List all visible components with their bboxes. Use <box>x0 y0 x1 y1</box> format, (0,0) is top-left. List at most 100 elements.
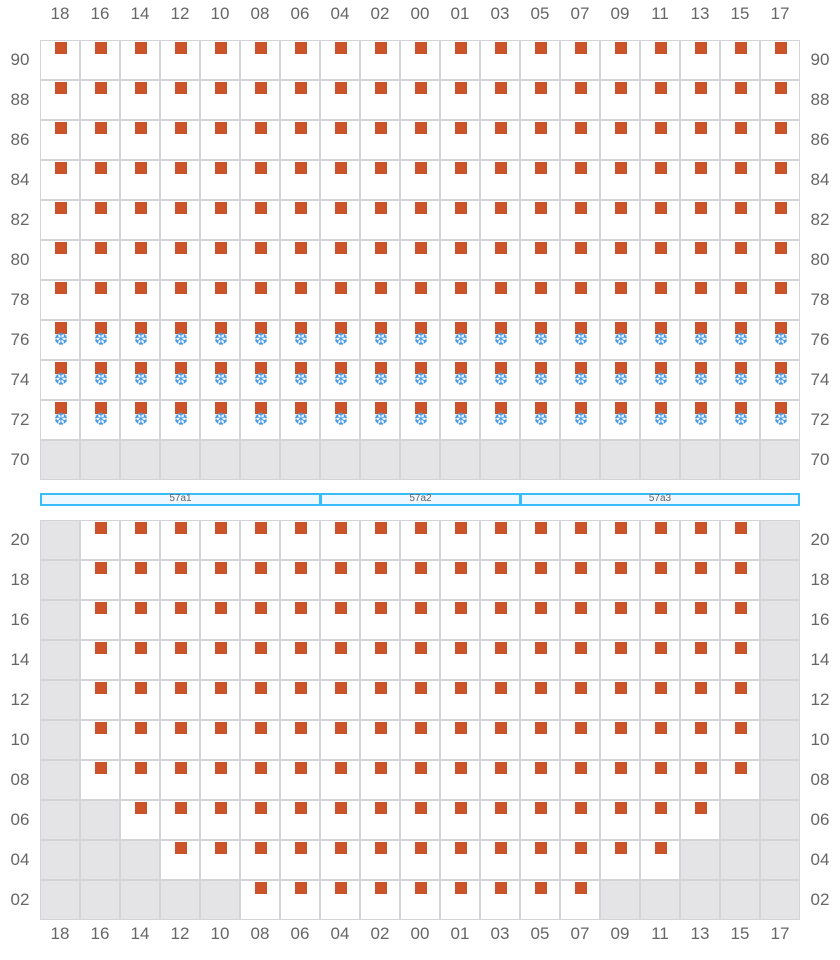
slot-18-07[interactable] <box>560 560 600 600</box>
slot-14-10[interactable] <box>200 640 240 680</box>
slot-08-12[interactable] <box>160 760 200 800</box>
slot-74-17[interactable]: ❆ <box>760 360 800 400</box>
slot-08-10[interactable] <box>200 760 240 800</box>
slot-74-09[interactable]: ❆ <box>600 360 640 400</box>
slot-16-06[interactable] <box>280 600 320 640</box>
slot-80-08[interactable] <box>240 240 280 280</box>
slot-10-05[interactable] <box>520 720 560 760</box>
slot-88-08[interactable] <box>240 80 280 120</box>
slot-84-11[interactable] <box>640 160 680 200</box>
slot-02-03[interactable] <box>480 880 520 920</box>
slot-12-10[interactable] <box>200 680 240 720</box>
slot-88-09[interactable] <box>600 80 640 120</box>
slot-80-15[interactable] <box>720 240 760 280</box>
slot-16-03[interactable] <box>480 600 520 640</box>
slot-02-07[interactable] <box>560 880 600 920</box>
slot-18-08[interactable] <box>240 560 280 600</box>
slot-82-08[interactable] <box>240 200 280 240</box>
slot-88-14[interactable] <box>120 80 160 120</box>
slot-72-02[interactable]: ❆ <box>360 400 400 440</box>
slot-76-14[interactable]: ❆ <box>120 320 160 360</box>
slot-86-14[interactable] <box>120 120 160 160</box>
slot-10-02[interactable] <box>360 720 400 760</box>
slot-88-04[interactable] <box>320 80 360 120</box>
slot-84-02[interactable] <box>360 160 400 200</box>
slot-10-14[interactable] <box>120 720 160 760</box>
slot-74-11[interactable]: ❆ <box>640 360 680 400</box>
slot-76-15[interactable]: ❆ <box>720 320 760 360</box>
slot-90-17[interactable] <box>760 40 800 80</box>
slot-20-13[interactable] <box>680 520 720 560</box>
slot-20-04[interactable] <box>320 520 360 560</box>
slot-82-07[interactable] <box>560 200 600 240</box>
slot-04-12[interactable] <box>160 840 200 880</box>
slot-10-11[interactable] <box>640 720 680 760</box>
slot-82-05[interactable] <box>520 200 560 240</box>
slot-84-03[interactable] <box>480 160 520 200</box>
slot-76-07[interactable]: ❆ <box>560 320 600 360</box>
slot-20-00[interactable] <box>400 520 440 560</box>
slot-14-04[interactable] <box>320 640 360 680</box>
slot-72-18[interactable]: ❆ <box>40 400 80 440</box>
slot-78-07[interactable] <box>560 280 600 320</box>
slot-14-02[interactable] <box>360 640 400 680</box>
slot-10-03[interactable] <box>480 720 520 760</box>
slot-86-15[interactable] <box>720 120 760 160</box>
slot-12-01[interactable] <box>440 680 480 720</box>
slot-20-05[interactable] <box>520 520 560 560</box>
slot-72-12[interactable]: ❆ <box>160 400 200 440</box>
slot-78-18[interactable] <box>40 280 80 320</box>
slot-72-06[interactable]: ❆ <box>280 400 320 440</box>
slot-02-00[interactable] <box>400 880 440 920</box>
slot-86-13[interactable] <box>680 120 720 160</box>
slot-04-03[interactable] <box>480 840 520 880</box>
slot-84-18[interactable] <box>40 160 80 200</box>
slot-02-08[interactable] <box>240 880 280 920</box>
slot-84-17[interactable] <box>760 160 800 200</box>
slot-04-07[interactable] <box>560 840 600 880</box>
slot-20-14[interactable] <box>120 520 160 560</box>
slot-04-00[interactable] <box>400 840 440 880</box>
slot-10-06[interactable] <box>280 720 320 760</box>
slot-86-18[interactable] <box>40 120 80 160</box>
slot-10-01[interactable] <box>440 720 480 760</box>
slot-90-06[interactable] <box>280 40 320 80</box>
slot-78-10[interactable] <box>200 280 240 320</box>
slot-80-09[interactable] <box>600 240 640 280</box>
slot-08-01[interactable] <box>440 760 480 800</box>
slot-80-13[interactable] <box>680 240 720 280</box>
slot-90-10[interactable] <box>200 40 240 80</box>
slot-82-11[interactable] <box>640 200 680 240</box>
slot-80-11[interactable] <box>640 240 680 280</box>
slot-08-07[interactable] <box>560 760 600 800</box>
slot-90-02[interactable] <box>360 40 400 80</box>
slot-80-06[interactable] <box>280 240 320 280</box>
slot-18-01[interactable] <box>440 560 480 600</box>
slot-18-04[interactable] <box>320 560 360 600</box>
slot-76-16[interactable]: ❆ <box>80 320 120 360</box>
slot-20-16[interactable] <box>80 520 120 560</box>
slot-72-07[interactable]: ❆ <box>560 400 600 440</box>
slot-90-09[interactable] <box>600 40 640 80</box>
slot-04-01[interactable] <box>440 840 480 880</box>
slot-80-05[interactable] <box>520 240 560 280</box>
slot-14-03[interactable] <box>480 640 520 680</box>
slot-82-06[interactable] <box>280 200 320 240</box>
slot-08-00[interactable] <box>400 760 440 800</box>
slot-88-06[interactable] <box>280 80 320 120</box>
slot-88-02[interactable] <box>360 80 400 120</box>
slot-84-06[interactable] <box>280 160 320 200</box>
slot-76-18[interactable]: ❆ <box>40 320 80 360</box>
slot-16-07[interactable] <box>560 600 600 640</box>
slot-08-16[interactable] <box>80 760 120 800</box>
slot-72-09[interactable]: ❆ <box>600 400 640 440</box>
slot-84-12[interactable] <box>160 160 200 200</box>
slot-14-08[interactable] <box>240 640 280 680</box>
slot-76-04[interactable]: ❆ <box>320 320 360 360</box>
slot-06-11[interactable] <box>640 800 680 840</box>
slot-74-06[interactable]: ❆ <box>280 360 320 400</box>
slot-72-17[interactable]: ❆ <box>760 400 800 440</box>
slot-76-03[interactable]: ❆ <box>480 320 520 360</box>
slot-20-07[interactable] <box>560 520 600 560</box>
slot-10-10[interactable] <box>200 720 240 760</box>
